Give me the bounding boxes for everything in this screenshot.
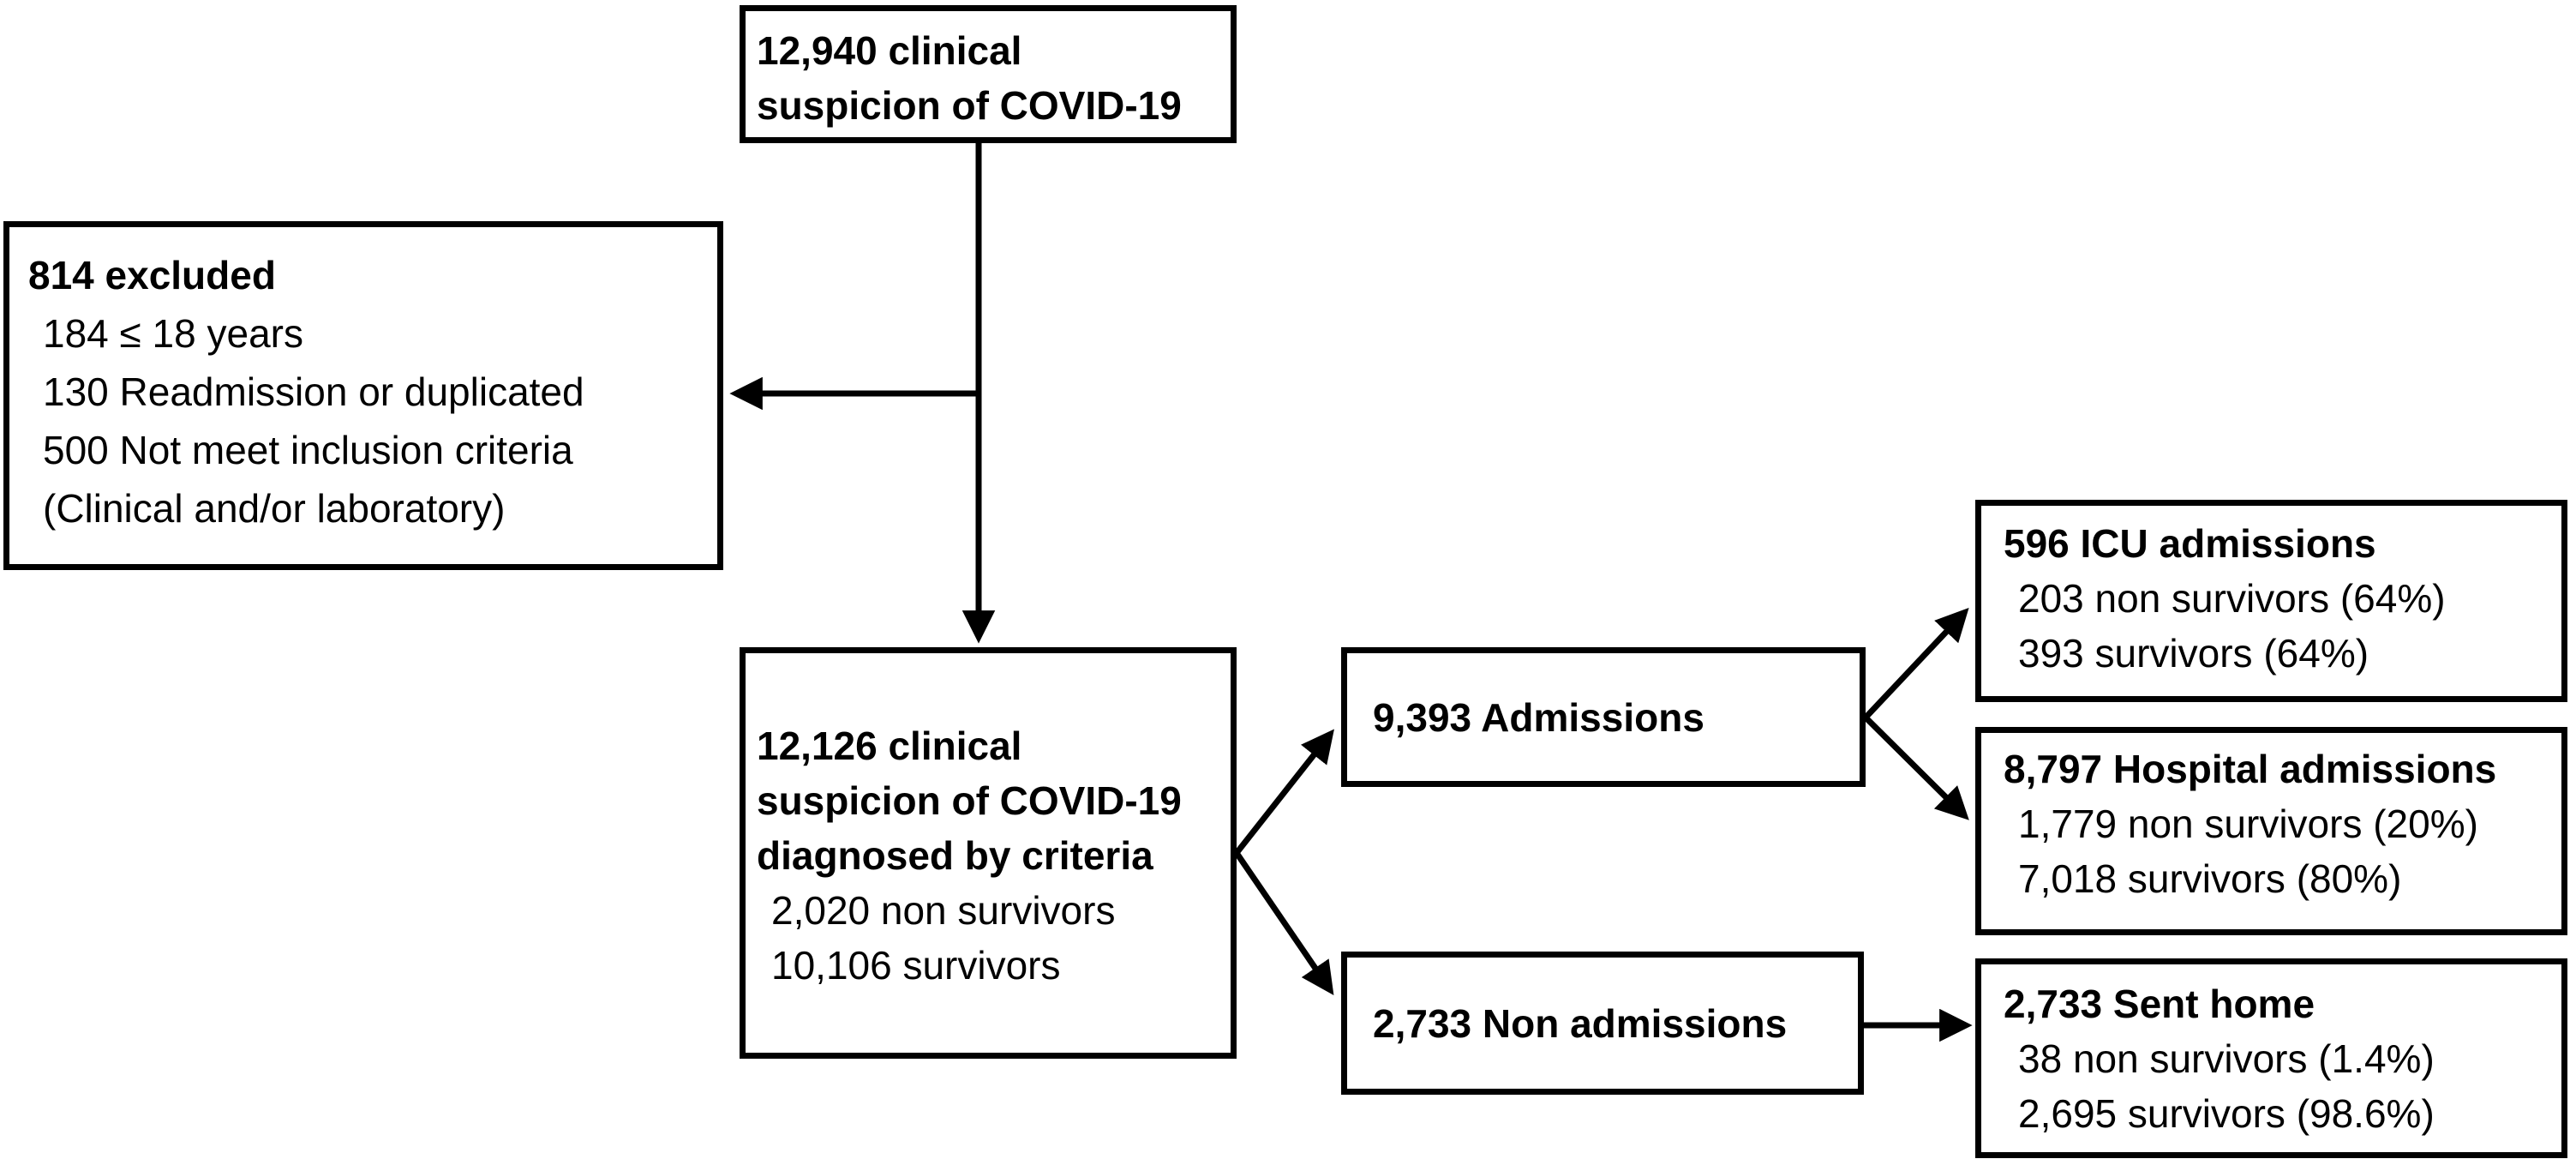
hospital-survivors: 7,018 survivors (80%) [2018,856,2402,901]
excluded-item-readmission: 130 Readmission or duplicated [43,369,584,414]
sent-home-survivors: 2,695 survivors (98.6%) [2018,1091,2435,1136]
box-initial-suspicion: 12,940 clinical suspicion of COVID-19 [740,5,1237,143]
excluded-title: 814 excluded [28,253,276,297]
sent-home-title: 2,733 Sent home [2004,982,2315,1026]
arrow-admissions-to-hospital [1863,715,1969,820]
box-non-admissions: 2,733 Non admissions [1341,952,1864,1095]
box-icu-admissions: 596 ICU admissions 203 non survivors (64… [1975,500,2567,702]
excluded-item-criteria: 500 Not meet inclusion criteria [43,428,573,472]
non-admissions-title: 2,733 Non admissions [1373,1000,1788,1046]
arrow-diagnosed-to-non-admissions [1234,851,1334,995]
box-admissions: 9,393 Admissions [1341,647,1866,787]
diagnosed-survivors: 10,106 survivors [771,943,1061,988]
diagnosed-line-1: 12,126 clinical [757,724,1022,768]
icu-title: 596 ICU admissions [2004,521,2376,566]
excluded-item-criteria-note: (Clinical and/or laboratory) [43,486,506,531]
admissions-title: 9,393 Admissions [1373,694,1704,740]
sent-home-non-survivors: 38 non survivors (1.4%) [2018,1036,2435,1081]
hospital-non-survivors: 1,779 non survivors (20%) [2018,802,2478,846]
arrow-admissions-to-icu [1863,607,1969,720]
initial-line-2: suspicion of COVID-19 [757,83,1182,128]
diagnosed-non-survivors: 2,020 non survivors [771,888,1116,933]
box-sent-home: 2,733 Sent home 38 non survivors (1.4%) … [1975,958,2567,1158]
box-hospital-admissions: 8,797 Hospital admissions 1,779 non surv… [1975,727,2567,935]
initial-line-1: 12,940 clinical [757,28,1022,73]
diagnosed-line-2: suspicion of COVID-19 [757,778,1182,823]
diagnosed-line-3: diagnosed by criteria [757,833,1153,878]
arrow-diagnosed-to-admissions [1234,729,1334,856]
excluded-item-age: 184 ≤ 18 years [43,311,303,356]
box-diagnosed: 12,126 clinical suspicion of COVID-19 di… [740,647,1237,1059]
icu-non-survivors: 203 non survivors (64%) [2018,576,2446,621]
icu-survivors: 393 survivors (64%) [2018,631,2369,676]
hospital-title: 8,797 Hospital admissions [2004,747,2497,791]
box-excluded: 814 excluded 184 ≤ 18 years 130 Readmiss… [3,221,723,570]
